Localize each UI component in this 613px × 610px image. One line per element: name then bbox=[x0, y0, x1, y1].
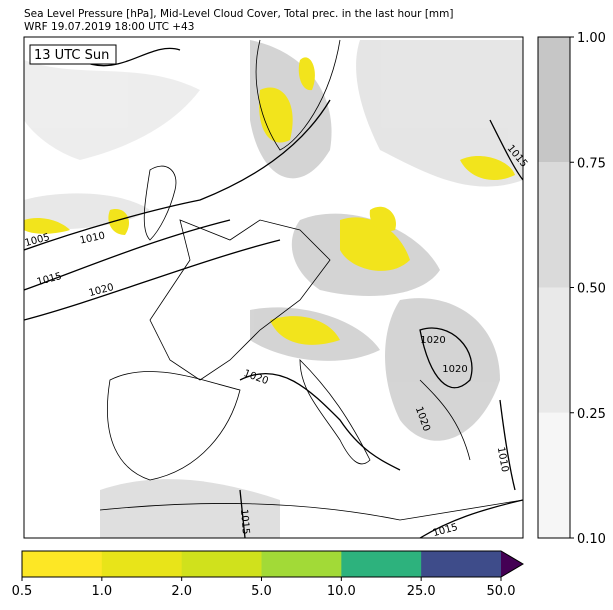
colorbar-segment bbox=[538, 162, 570, 288]
colorbar-segment bbox=[101, 551, 183, 577]
tick-label: 2.0 bbox=[171, 584, 192, 599]
isobar-label: 1010 bbox=[495, 446, 510, 473]
tick-label: 25.0 bbox=[407, 584, 436, 599]
colorbar-segment bbox=[538, 287, 570, 413]
tick-label: 50.0 bbox=[487, 584, 516, 599]
colorbar-segment bbox=[538, 37, 570, 163]
tick-label: 0.75 bbox=[577, 156, 606, 171]
precip-colorbar: 0.5 1.0 2.0 5.0 10.0 25.0 50.0 bbox=[12, 550, 524, 599]
isobar-label: 1020 bbox=[442, 364, 467, 375]
colorbar-segment bbox=[181, 551, 262, 577]
colorbar-segment bbox=[538, 412, 570, 538]
time-label: 13 UTC Sun bbox=[34, 48, 109, 63]
colorbar-frame bbox=[21, 550, 524, 578]
tick-label: 0.10 bbox=[577, 532, 606, 547]
tick-label: 1.00 bbox=[577, 31, 606, 46]
tick-label: 5.0 bbox=[251, 584, 272, 599]
colorbar-segment bbox=[341, 551, 422, 577]
colorbar-segment bbox=[22, 551, 103, 577]
cloud-colorbar: 0.10 0.25 0.50 0.75 1.00 bbox=[537, 31, 606, 547]
precipitation bbox=[24, 57, 515, 345]
colorbar-segment bbox=[421, 551, 502, 577]
tick-label: 0.50 bbox=[577, 282, 606, 297]
cloud-cover bbox=[24, 40, 523, 538]
title: Sea Level Pressure [hPa], Mid-Level Clou… bbox=[24, 8, 454, 20]
tick-label: 10.0 bbox=[327, 584, 356, 599]
isobar-label: 1015 bbox=[238, 509, 251, 535]
isobars bbox=[24, 47, 523, 538]
tick-label: 1.0 bbox=[91, 584, 112, 599]
isobar-label: 1020 bbox=[420, 335, 445, 346]
tick-label: 0.5 bbox=[12, 584, 33, 599]
coastlines bbox=[99, 39, 523, 521]
tick-label: 0.25 bbox=[577, 407, 606, 422]
colorbar-segment bbox=[261, 551, 342, 577]
isobar-label: 1010 bbox=[79, 231, 106, 247]
map: 13 UTC Sun bbox=[23, 36, 524, 539]
subtitle: WRF 19.07.2019 18:00 UTC +43 bbox=[24, 21, 194, 33]
colorbar-extend bbox=[501, 551, 523, 577]
